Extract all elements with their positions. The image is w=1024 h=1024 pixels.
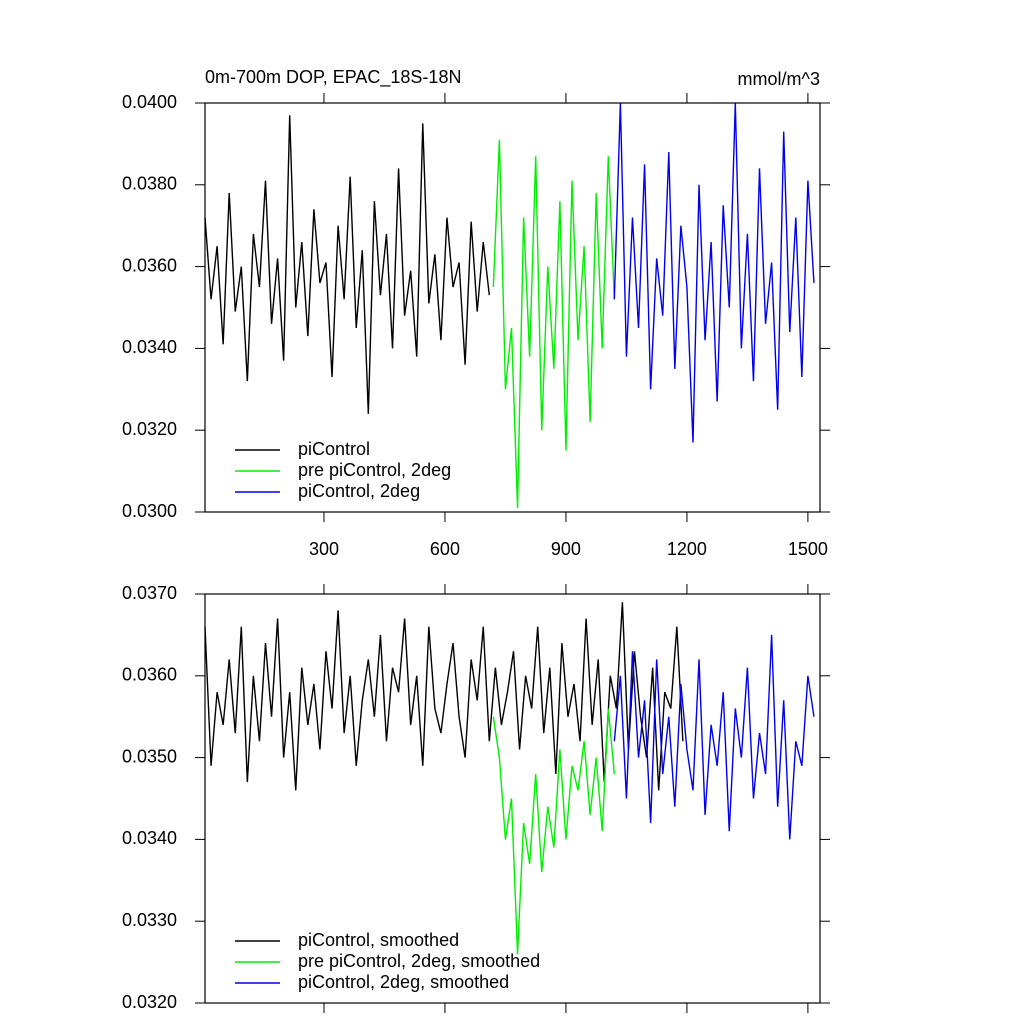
y-tick-label: 0.0360 — [122, 255, 177, 275]
x-tick-label: 300 — [309, 539, 339, 559]
chart-title: 0m-700m DOP, EPAC_18S-18N — [205, 67, 461, 88]
series-line — [204, 602, 684, 791]
legend-label: piControl — [298, 439, 370, 459]
y-tick-label: 0.0380 — [122, 174, 177, 194]
y-tick-label: 0.0340 — [122, 337, 177, 357]
y-tick-label: 0.0400 — [122, 92, 177, 112]
series-line — [613, 634, 815, 840]
y-tick-label: 0.0320 — [122, 419, 177, 439]
legend-label: piControl, smoothed — [298, 930, 459, 950]
series-line — [492, 708, 616, 954]
x-tick-label: 1200 — [667, 539, 707, 559]
x-tick-label: 900 — [551, 539, 581, 559]
y-tick-label: 0.0320 — [122, 992, 177, 1012]
y-tick-label: 0.0330 — [122, 910, 177, 930]
x-tick-label: 600 — [430, 539, 460, 559]
y-tick-label: 0.0370 — [122, 583, 177, 603]
legend-label: piControl, 2deg — [298, 481, 420, 501]
legend-label: piControl, 2deg, smoothed — [298, 972, 509, 992]
series-line — [492, 139, 616, 508]
plot-frame — [204, 102, 821, 513]
legend-label: pre piControl, 2deg — [298, 460, 451, 480]
y-tick-label: 0.0340 — [122, 828, 177, 848]
series-line — [204, 115, 491, 414]
units-label: mmol/m^3 — [738, 69, 820, 89]
series-line — [613, 102, 815, 443]
plot-frame — [204, 593, 821, 1004]
legend-label: pre piControl, 2deg, smoothed — [298, 951, 540, 971]
x-tick-label: 1500 — [788, 539, 828, 559]
y-tick-label: 0.0300 — [122, 501, 177, 521]
y-tick-label: 0.0360 — [122, 665, 177, 685]
y-tick-label: 0.0350 — [122, 746, 177, 766]
